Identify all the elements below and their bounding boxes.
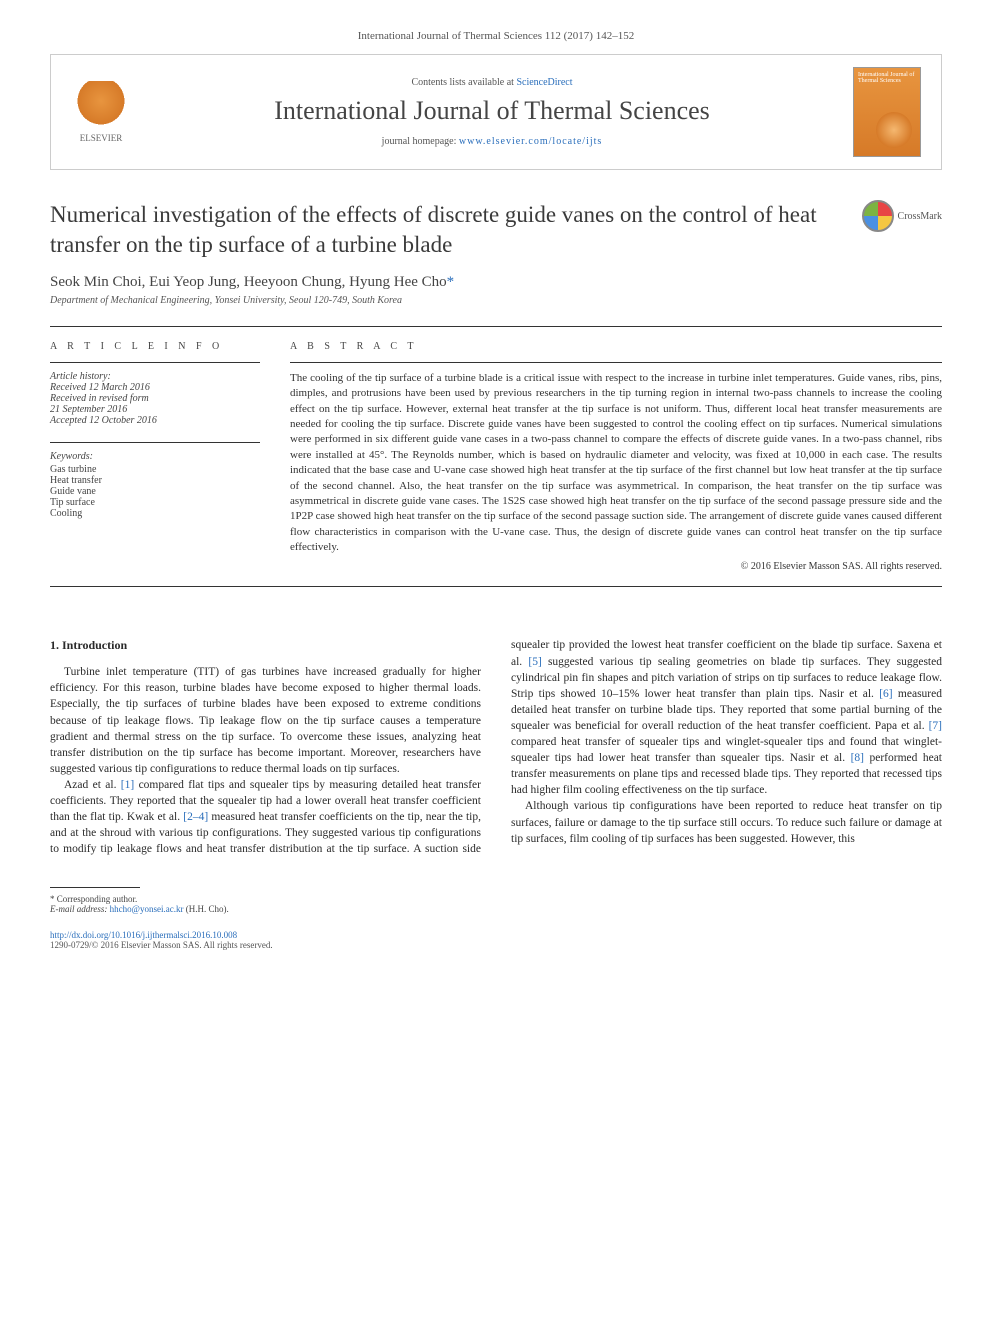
author-names: Seok Min Choi, Eui Yeop Jung, Heeyoon Ch… (50, 274, 447, 290)
ref-link[interactable]: [7] (929, 720, 942, 732)
cover-text: International Journal of Thermal Science… (858, 72, 914, 84)
history-accepted: Accepted 12 October 2016 (50, 415, 260, 426)
journal-name: International Journal of Thermal Science… (151, 96, 833, 126)
crossmark-badge[interactable]: CrossMark (862, 200, 942, 232)
citation-line: International Journal of Thermal Science… (50, 30, 942, 42)
journal-cover-thumbnail: International Journal of Thermal Science… (853, 67, 921, 157)
ref-link[interactable]: [8] (851, 752, 864, 764)
keyword-item: Gas turbine (50, 464, 260, 475)
article-history: Article history: Received 12 March 2016 … (50, 371, 260, 426)
sciencedirect-link[interactable]: ScienceDirect (516, 77, 572, 88)
elsevier-logo: ELSEVIER (71, 77, 131, 147)
article-info-label: A R T I C L E I N F O (50, 341, 260, 352)
title-row: Numerical investigation of the effects o… (50, 200, 942, 260)
keywords-block: Keywords: Gas turbine Heat transfer Guid… (50, 451, 260, 519)
elsevier-label: ELSEVIER (80, 133, 123, 143)
corr-author-line: * Corresponding author. (50, 894, 942, 904)
keyword-item: Heat transfer (50, 475, 260, 486)
ref-link[interactable]: [5] (528, 656, 541, 668)
journal-homepage-line: journal homepage: www.elsevier.com/locat… (151, 136, 833, 147)
ref-link[interactable]: [6] (879, 688, 892, 700)
text-run: suggested various tip sealing geometries… (511, 656, 942, 700)
intro-paragraph: Turbine inlet temperature (TIT) of gas t… (50, 664, 481, 777)
history-revised-date: 21 September 2016 (50, 404, 260, 415)
keywords-label: Keywords: (50, 451, 260, 462)
abstract-copyright: © 2016 Elsevier Masson SAS. All rights r… (290, 561, 942, 572)
ref-link[interactable]: [1] (121, 779, 134, 791)
homepage-prefix: journal homepage: (382, 136, 459, 147)
cover-swirl-icon (876, 112, 912, 148)
footer-block: http://dx.doi.org/10.1016/j.ijthermalsci… (50, 930, 942, 950)
divider (290, 362, 942, 363)
contents-available-line: Contents lists available at ScienceDirec… (151, 77, 833, 88)
email-line: E-mail address: hhcho@yonsei.ac.kr (H.H.… (50, 904, 942, 914)
header-center: Contents lists available at ScienceDirec… (151, 77, 833, 147)
text-run: Azad et al. (64, 779, 121, 791)
article-title: Numerical investigation of the effects o… (50, 200, 862, 260)
email-link[interactable]: hhcho@yonsei.ac.kr (110, 904, 184, 914)
ref-link[interactable]: [2–4] (183, 811, 208, 823)
divider (50, 362, 260, 363)
doi-link[interactable]: http://dx.doi.org/10.1016/j.ijthermalsci… (50, 930, 237, 940)
article-info-column: A R T I C L E I N F O Article history: R… (50, 341, 260, 573)
corresponding-star: * (447, 274, 455, 290)
homepage-link[interactable]: www.elsevier.com/locate/ijts (459, 136, 602, 147)
abstract-label: A B S T R A C T (290, 341, 942, 352)
journal-header: ELSEVIER Contents lists available at Sci… (50, 54, 942, 170)
elsevier-tree-icon (76, 81, 126, 131)
affiliation: Department of Mechanical Engineering, Yo… (50, 295, 942, 306)
authors-line: Seok Min Choi, Eui Yeop Jung, Heeyoon Ch… (50, 274, 942, 291)
email-suffix: (H.H. Cho). (183, 904, 228, 914)
crossmark-icon (862, 200, 894, 232)
intro-heading: 1. Introduction (50, 637, 481, 654)
keyword-item: Tip surface (50, 497, 260, 508)
issn-copyright-line: 1290-0729/© 2016 Elsevier Masson SAS. Al… (50, 940, 942, 950)
abstract-text: The cooling of the tip surface of a turb… (290, 371, 942, 556)
divider (50, 442, 260, 443)
history-label: Article history: (50, 371, 260, 382)
history-received: Received 12 March 2016 (50, 382, 260, 393)
corresponding-author-footnote: * Corresponding author. E-mail address: … (50, 894, 942, 914)
body-text: 1. Introduction Turbine inlet temperatur… (50, 637, 942, 857)
intro-paragraph: Although various tip configurations have… (511, 798, 942, 846)
keyword-item: Cooling (50, 508, 260, 519)
keyword-item: Guide vane (50, 486, 260, 497)
contents-prefix: Contents lists available at (411, 77, 516, 88)
history-revised: Received in revised form (50, 393, 260, 404)
abstract-column: A B S T R A C T The cooling of the tip s… (290, 341, 942, 573)
email-label: E-mail address: (50, 904, 110, 914)
footnote-separator (50, 887, 140, 888)
info-abstract-row: A R T I C L E I N F O Article history: R… (50, 326, 942, 588)
crossmark-label: CrossMark (898, 211, 942, 222)
